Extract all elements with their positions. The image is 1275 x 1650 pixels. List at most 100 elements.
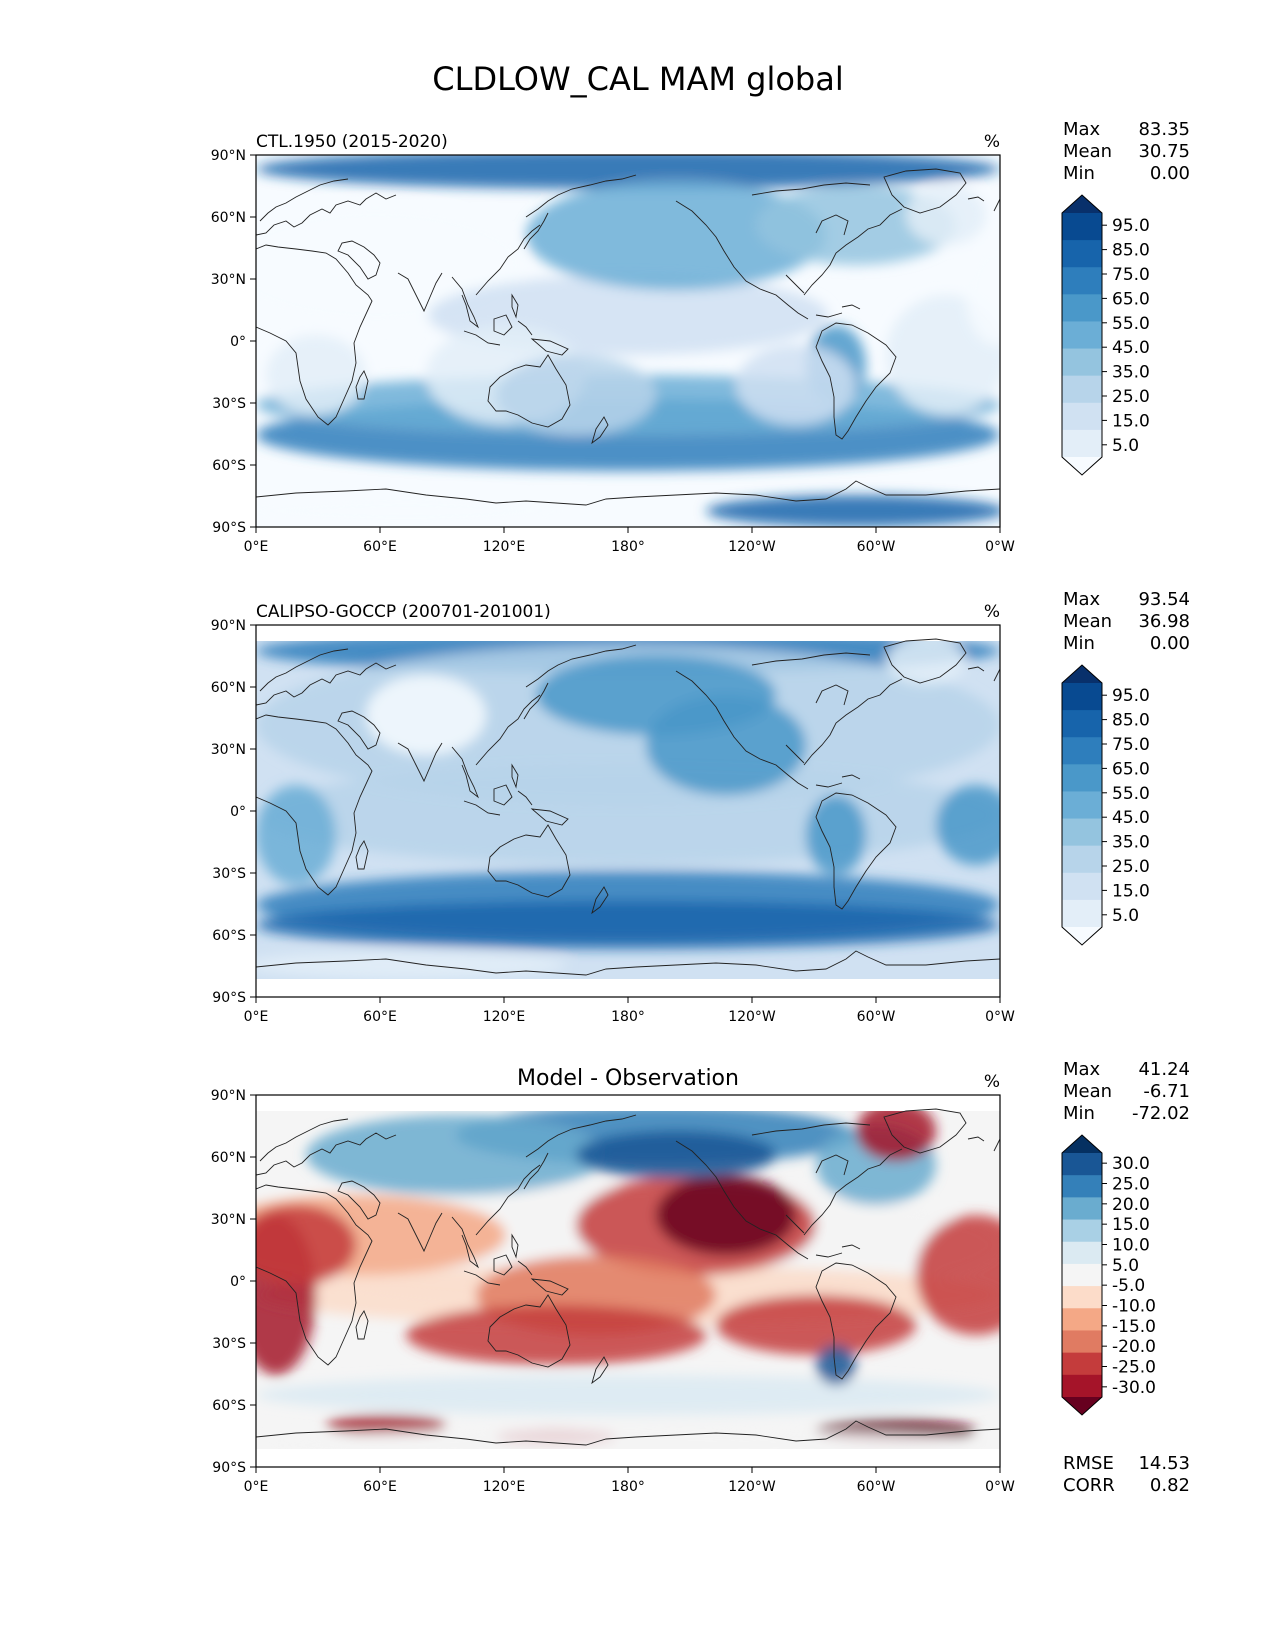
colorbar-2: 95.0 85.0 75.0 65.0 55.0 45.0 35.0 25.0 15.0 5.0	[1061, 664, 1150, 946]
missing-data-north	[256, 1095, 1000, 1111]
colorbar-tick-label: -20.0	[1112, 1337, 1156, 1357]
colorbar-tick-label: 35.0	[1112, 833, 1150, 853]
colorbar-tick-label: 15.0	[1112, 1215, 1150, 1235]
field-region	[966, 245, 1000, 345]
lat-tick-label: 90°S	[212, 990, 246, 1006]
colorbar-tick-label: 25.0	[1112, 857, 1150, 877]
lat-tick-label: 90°N	[211, 618, 246, 634]
lat-tick-label: 30°N	[211, 1212, 246, 1228]
lat-tick-label: 90°N	[211, 1088, 246, 1104]
stat-label: Min	[1063, 1103, 1095, 1124]
panel-titles-3: Model - Observation%	[517, 1066, 1000, 1092]
stat-value: 83.35	[1138, 119, 1190, 140]
metric-label: RMSE	[1063, 1453, 1114, 1474]
field-region	[406, 1305, 706, 1365]
map-panel-1	[255, 154, 1001, 528]
lon-tick-label: 120°E	[483, 1009, 526, 1025]
stat-value: -6.71	[1143, 1081, 1190, 1102]
lat-tick-label: 30°S	[212, 866, 246, 882]
lon-tick-label: 180°	[611, 1479, 645, 1495]
map-axes-1: 90°N 60°N 30°N 0° 30°S 60°S 90°S 0°E 60°E 120°E 18…	[211, 148, 1015, 555]
colorbar-bin	[1062, 1330, 1102, 1354]
stat-value: -72.02	[1132, 1103, 1190, 1124]
colorbar-extend-max	[1062, 195, 1102, 213]
stat-value: 0.00	[1150, 633, 1190, 654]
panel-left-title: CTL.1950 (2015-2020)	[256, 132, 448, 152]
lon-tick-label: 120°W	[728, 539, 776, 555]
colorbar-tick-label: 5.0	[1112, 906, 1139, 926]
field-region	[886, 637, 966, 685]
panel-stats-1: Max 83.35 Mean 30.75 Min 0.00	[1063, 119, 1190, 184]
lat-tick-label: 60°N	[211, 680, 246, 696]
field-region	[936, 785, 1000, 865]
map-axes-3: 90°N 60°N 30°N 0° 30°S 60°S 90°S 0°E 60°E 120°E 18…	[211, 1088, 1015, 1495]
colorbar-outline	[1061, 664, 1103, 946]
field-region	[706, 495, 1000, 527]
colorbar-bin	[1062, 375, 1102, 404]
stat-value: 30.75	[1138, 141, 1190, 162]
colorbar-tick-label: 15.0	[1112, 411, 1150, 431]
field-region	[906, 185, 986, 245]
lat-tick-label: 90°S	[212, 1460, 246, 1476]
panel-units: %	[984, 1072, 1000, 1092]
colorbar-bin	[1062, 1374, 1102, 1398]
colorbar-tick-label: 75.0	[1112, 735, 1150, 755]
colorbar-outline	[1061, 1134, 1103, 1416]
missing-data-north	[256, 625, 1000, 641]
field-region	[656, 1175, 796, 1255]
stat-label: Max	[1063, 589, 1101, 610]
colorbar-bin	[1062, 240, 1102, 268]
field-region	[306, 1115, 606, 1195]
metric-value: 14.53	[1138, 1453, 1190, 1474]
colorbar-bin	[1062, 348, 1102, 377]
colorbar-bin	[1062, 1197, 1102, 1221]
colorbar-bin	[1062, 710, 1102, 738]
colorbar-extend-max	[1062, 1135, 1102, 1153]
colorbar-tick-label: 85.0	[1112, 241, 1150, 261]
colorbar-bin	[1062, 1352, 1102, 1376]
lat-tick-label: 30°N	[211, 742, 246, 758]
field-region	[736, 345, 856, 425]
lat-tick-label: 30°N	[211, 272, 246, 288]
colorbar-bin	[1062, 791, 1102, 820]
metric-label: CORR	[1063, 1475, 1115, 1496]
colorbar-extend-min	[1062, 1397, 1102, 1415]
colorbar-1: 95.0 85.0 75.0 65.0 55.0 45.0 35.0 25.0 15.0 5.0	[1061, 194, 1150, 476]
lon-tick-label: 60°E	[363, 1009, 397, 1025]
colorbar-bin	[1062, 1286, 1102, 1309]
colorbar-bin	[1062, 1219, 1102, 1243]
map-field	[256, 155, 1000, 527]
colorbar-bin	[1062, 737, 1102, 765]
stat-value: 36.98	[1138, 611, 1190, 632]
field-region	[886, 295, 1000, 415]
field-region	[266, 335, 366, 415]
lon-tick-label: 120°E	[483, 539, 526, 555]
panel-titles-1: CTL.1950 (2015-2020)%	[256, 132, 1000, 152]
lat-tick-label: 30°S	[212, 396, 246, 412]
lon-tick-label: 180°	[611, 1009, 645, 1025]
lon-tick-label: 0°W	[985, 539, 1015, 555]
lat-tick-label: 30°S	[212, 1336, 246, 1352]
panel-units: %	[984, 132, 1000, 152]
lon-tick-label: 0°E	[244, 1009, 269, 1025]
field-region	[856, 1101, 936, 1161]
colorbar-outline	[1061, 194, 1103, 476]
lon-tick-label: 60°W	[857, 539, 896, 555]
lon-tick-label: 60°E	[363, 539, 397, 555]
field-region	[756, 185, 956, 265]
lat-tick-label: 60°S	[212, 458, 246, 474]
colorbar-bin	[1062, 294, 1102, 322]
lon-tick-label: 0°E	[244, 1479, 269, 1495]
map-panel-3	[255, 1094, 1001, 1468]
colorbar-bin	[1062, 1175, 1102, 1198]
colorbar-extend-max	[1062, 665, 1102, 683]
colorbar-bin	[1062, 213, 1102, 241]
colorbar-tick-label: 55.0	[1112, 784, 1150, 804]
colorbar-tick-label: 45.0	[1112, 338, 1150, 358]
colorbar-bin	[1062, 1308, 1102, 1331]
lon-tick-label: 120°W	[728, 1009, 776, 1025]
colorbar-bin	[1062, 402, 1102, 431]
colorbar-tick-label: 95.0	[1112, 216, 1150, 236]
stat-label: Min	[1063, 633, 1095, 654]
